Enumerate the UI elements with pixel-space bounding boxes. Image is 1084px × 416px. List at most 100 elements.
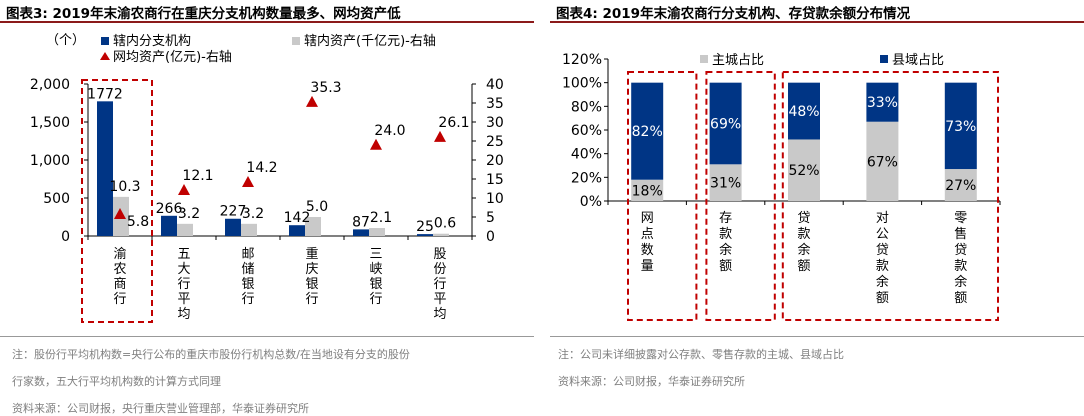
marker-avg-assets: [370, 138, 382, 150]
bar-assets: [305, 217, 321, 236]
figure-4-source: 资料来源：公司财报，华泰证券研究所: [558, 375, 745, 388]
r-x-category-label-char: 款: [876, 259, 889, 274]
label-assets: 3.2: [178, 206, 200, 222]
label-branches: 227: [220, 204, 247, 220]
legend-label-main-city: 主城占比: [712, 53, 764, 68]
label-main-city: 52%: [788, 163, 819, 179]
r-y-tick-label: 0%: [580, 194, 602, 210]
r-x-category-label-char: 余: [876, 274, 889, 290]
r-x-category-label-char: 对: [876, 211, 889, 226]
r-x-category-label-char: 余: [954, 274, 967, 290]
legend-label-county: 县域占比: [892, 53, 944, 68]
figure-3-bottom-rule: [0, 336, 534, 337]
right-y-tick-label: 20: [486, 153, 504, 169]
r-x-category-label-char: 售: [954, 226, 967, 242]
x-category-label-char: 银: [241, 277, 254, 292]
r-x-category-label-char: 公: [876, 227, 889, 242]
marker-avg-assets: [242, 176, 254, 188]
label-county: 48%: [788, 104, 819, 120]
r-y-tick-label: 120%: [562, 52, 602, 68]
bar-assets: [177, 223, 193, 236]
x-category-label-char: 份: [433, 262, 446, 277]
left-y-tick-label: 2,000: [30, 77, 70, 93]
right-y-tick-label: 40: [486, 77, 504, 93]
label-county: 69%: [710, 116, 741, 132]
right-y-tick-label: 15: [486, 172, 504, 188]
figure-3-source: 资料来源：公司财报，央行重庆营业管理部，华泰证券研究所: [12, 402, 309, 415]
label-branches: 1772: [87, 86, 123, 102]
group-box-deposits: [705, 71, 776, 321]
highlight-box-yunong: [81, 79, 153, 323]
bar-county: [788, 82, 820, 140]
figure-4-bottom-rule: [550, 336, 1084, 337]
label-assets: 0.6: [434, 216, 456, 232]
x-category-label-char: 行: [241, 292, 254, 307]
bar-assets: [433, 233, 449, 236]
label-branches: 142: [284, 210, 311, 226]
legend-swatch-assets: [292, 37, 300, 45]
x-category-label-char: 行: [177, 277, 190, 292]
label-main-city: 67%: [867, 154, 898, 170]
figure-3-note-line-1: 注：股份行平均机构数=央行公布的重庆市股份行机构总数/在当地设有分支的股份: [12, 348, 410, 361]
x-category-label-char: 行: [369, 292, 382, 307]
label-main-city: 18%: [632, 183, 663, 199]
x-category-label-char: 储: [241, 262, 254, 277]
r-x-category-label-char: 额: [797, 259, 810, 274]
x-category-label-char: 均: [433, 307, 446, 322]
legend-swatch-county: [880, 55, 888, 63]
bar-main-city: [944, 169, 977, 201]
group-box-loans: [781, 71, 999, 321]
bar-main-city: [631, 179, 664, 201]
left-y-tick-label: 0: [61, 229, 70, 245]
x-category-label-char: 平: [177, 292, 190, 307]
x-category-label-char: 行: [305, 292, 318, 307]
right-y-tick-label: 30: [486, 115, 504, 131]
bar-main-city: [866, 121, 899, 201]
r-x-category-label-char: 款: [954, 259, 967, 274]
label-branches: 87: [352, 214, 370, 230]
figure-4-title: 图表4: 2019年末渝农商行分支机构、存贷款余额分布情况: [556, 6, 911, 22]
r-x-category-label-char: 贷: [954, 243, 967, 258]
bar-county: [944, 82, 977, 170]
r-x-category-label-char: 数: [641, 243, 654, 258]
r-x-category-label-char: 额: [876, 291, 889, 306]
bar-main-city: [788, 139, 820, 201]
marker-avg-assets: [434, 130, 446, 142]
label-main-city: 31%: [710, 176, 741, 192]
legend-label-avg-assets: 网均资产(亿元)-右轴: [113, 50, 232, 65]
right-y-tick-label: 25: [486, 134, 504, 150]
bar-branches: [97, 101, 113, 236]
legend-marker-avg-assets: [100, 52, 110, 60]
r-x-category-label-char: 贷: [876, 243, 889, 258]
r-y-tick-label: 20%: [571, 170, 602, 186]
x-category-label-char: 股: [433, 247, 446, 262]
bar-branches: [353, 229, 369, 236]
bar-assets: [241, 223, 257, 236]
x-category-label-char: 农: [113, 262, 126, 277]
label-avg-assets: 24.0: [374, 123, 405, 139]
r-x-category-label-char: 点: [641, 227, 654, 242]
right-y-tick-label: 5: [486, 210, 495, 226]
x-category-label-char: 均: [177, 307, 190, 322]
x-category-label-char: 峡: [369, 262, 382, 277]
r-x-category-label-char: 余: [797, 242, 810, 258]
r-y-tick-label: 80%: [571, 99, 602, 115]
label-assets: 5.0: [306, 199, 328, 215]
group-box-branches: [627, 71, 698, 321]
r-y-tick-label: 40%: [571, 147, 602, 163]
x-category-label-char: 重: [305, 246, 318, 262]
label-county: 82%: [632, 124, 663, 140]
x-category-label-char: 商: [113, 277, 126, 292]
r-x-category-label-char: 贷: [797, 211, 810, 226]
bar-county: [631, 82, 664, 180]
legend-label-branches: 辖内分支机构: [113, 33, 191, 49]
x-category-label-char: 平: [433, 292, 446, 307]
bar-county: [709, 82, 742, 165]
x-category-label-char: 银: [305, 277, 318, 292]
r-x-category-label-char: 存: [719, 211, 732, 226]
legend-swatch-main-city: [700, 55, 708, 63]
figure-4-note-line-1: 注：公司未详细披露对公存款、零售存款的主城、县域占比: [558, 348, 844, 361]
right-y-tick-label: 10: [486, 191, 504, 207]
x-category-label-char: 大: [177, 262, 190, 277]
x-category-label-char: 五: [177, 247, 190, 262]
